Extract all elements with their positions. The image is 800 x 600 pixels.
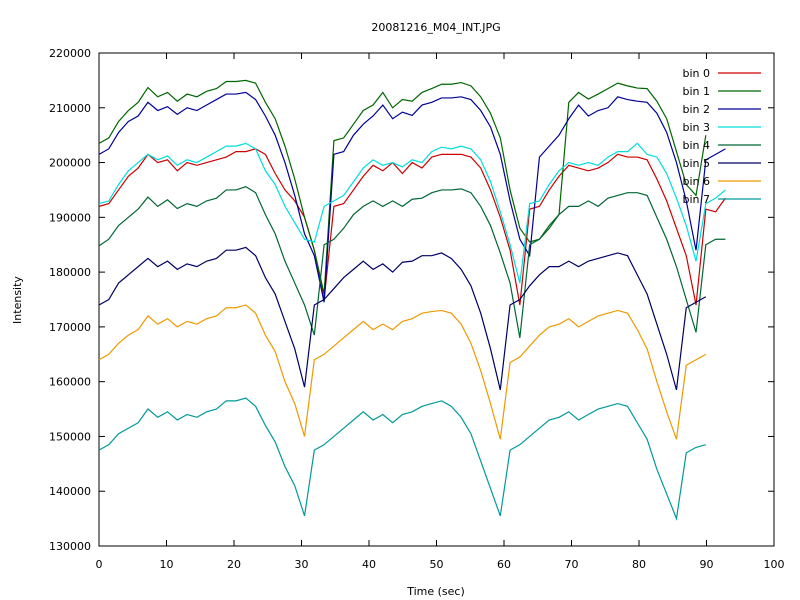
series-line-bin-4: [98, 185, 726, 338]
x-tick-label: 70: [565, 558, 579, 571]
x-tick-label: 30: [295, 558, 309, 571]
x-tick-label: 90: [700, 558, 714, 571]
series-line-bin-5: [98, 246, 707, 391]
y-axis: 130000 140000 150000 160000 170000 180000 1900…: [49, 47, 774, 553]
legend: bin 0 bin 1 bin 2 bin 3 bin 4 bin 5 bin 6 bin 7: [682, 67, 761, 206]
chart-title: 20081216_M04_INT.JPG: [371, 21, 500, 34]
x-tick-label: 10: [160, 558, 174, 571]
legend-label: bin 4: [682, 139, 710, 152]
x-axis: 0 10 20 30 40 50 60 70 80 90 100: [96, 53, 785, 571]
legend-label: bin 0: [682, 67, 710, 80]
y-tick-label: 160000: [49, 376, 91, 389]
x-tick-label: 40: [362, 558, 376, 571]
y-tick-label: 220000: [49, 47, 91, 60]
y-axis-title: Intensity: [11, 276, 24, 324]
x-tick-label: 50: [430, 558, 444, 571]
x-tick-label: 100: [764, 558, 785, 571]
y-tick-label: 200000: [49, 157, 91, 170]
series-line-bin-3: [98, 142, 726, 284]
x-tick-label: 80: [632, 558, 646, 571]
legend-label: bin 3: [682, 121, 710, 134]
x-tick-label: 60: [497, 558, 511, 571]
plot-frame: [98, 52, 775, 547]
y-tick-label: 150000: [49, 430, 91, 443]
series-line-bin-6: [98, 304, 707, 440]
y-tick-label: 210000: [49, 102, 91, 115]
series-line-bin-1: [98, 79, 707, 295]
y-tick-label: 170000: [49, 321, 91, 334]
legend-label: bin 6: [682, 175, 710, 188]
legend-label: bin 5: [682, 157, 710, 170]
legend-label: bin 2: [682, 103, 710, 116]
series-lines: [98, 79, 726, 521]
y-tick-label: 140000: [49, 485, 91, 498]
series-line-bin-0: [98, 148, 726, 306]
x-tick-label: 0: [96, 558, 103, 571]
series-line-bin-2: [98, 91, 726, 303]
legend-label: bin 7: [682, 193, 710, 206]
y-tick-label: 190000: [49, 211, 91, 224]
y-tick-label: 180000: [49, 266, 91, 279]
y-tick-label: 130000: [49, 540, 91, 553]
x-tick-label: 20: [227, 558, 241, 571]
legend-label: bin 1: [682, 85, 710, 98]
x-axis-title: Time (sec): [406, 585, 465, 598]
series-line-bin-7: [98, 397, 706, 521]
